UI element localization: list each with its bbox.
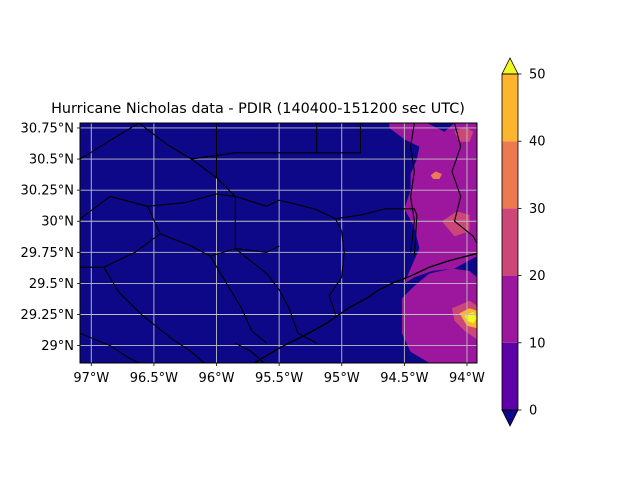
x-tick-label: 95.5°W — [255, 371, 303, 386]
y-tick-label: 30.5°N — [29, 153, 74, 168]
colorbar-segment — [502, 74, 518, 142]
county-boundary-16 — [410, 123, 415, 253]
y-tick-label: 30.75°N — [21, 121, 74, 136]
county-boundary-11 — [103, 233, 161, 268]
y-tick-label: 29.75°N — [21, 246, 74, 261]
y-tick-label: 29.25°N — [21, 308, 74, 323]
county-boundary-3 — [316, 123, 362, 154]
colorbar-tick-label: 40 — [529, 135, 546, 150]
map-plot — [79, 122, 478, 364]
plot-frame — [79, 122, 478, 364]
colorbar-segment — [502, 208, 518, 276]
x-axis-ticks: 97°W 96.5°W 96°W 95.5°W 95°W 94.5°W 94°W — [73, 363, 485, 386]
county-boundary-14 — [80, 332, 140, 363]
x-tick-label: 96.5°W — [130, 371, 178, 386]
colorbar-tick-label: 0 — [529, 404, 537, 419]
x-tick-label: 94.5°W — [380, 371, 428, 386]
y-tick-label: 30°N — [41, 215, 74, 230]
colorbar: 0 10 20 30 40 50 — [501, 57, 546, 427]
coastline-path — [253, 252, 477, 363]
colorbar-tick-label: 20 — [529, 269, 546, 284]
precip-region-spot-northeast — [454, 126, 474, 142]
colorbar-segment — [502, 275, 518, 343]
y-tick-label: 29°N — [41, 339, 74, 354]
county-boundary-5 — [80, 193, 280, 220]
colorbar-tick-label: 50 — [529, 68, 546, 83]
x-tick-label: 95°W — [324, 371, 360, 386]
county-boundary-0 — [80, 123, 140, 160]
county-boundary-12 — [209, 255, 267, 344]
colorbar-extend-min — [501, 409, 519, 427]
precip-region-spot-north-central — [430, 171, 442, 179]
county-boundary-13 — [234, 248, 317, 344]
county-boundary-8 — [278, 199, 345, 315]
x-tick-label: 94°W — [449, 371, 485, 386]
colorbar-segment — [502, 342, 518, 410]
colorbar-extend-max — [501, 57, 519, 75]
county-boundary-17 — [451, 123, 477, 244]
colorbar-tick-label: 10 — [529, 336, 546, 351]
county-boundary-9 — [335, 208, 418, 257]
county-boundary-4 — [191, 152, 317, 160]
chart-title: Hurricane Nicholas data - PDIR (140400-1… — [51, 101, 465, 117]
county-boundaries — [80, 123, 477, 363]
colorbar-segment — [502, 141, 518, 209]
x-tick-label: 97°W — [73, 371, 109, 386]
precip-region-band-southeast — [401, 268, 477, 363]
y-axis-ticks: 29°N 29.25°N 29.5°N 29.75°N 30°N 30.25°N 30.5°… — [21, 121, 80, 354]
y-tick-label: 29.5°N — [29, 277, 74, 292]
precip-region-spot-central-east — [441, 211, 470, 237]
coastline — [253, 252, 477, 363]
colorbar-frame — [501, 73, 519, 411]
colorbar-tick-label: 30 — [529, 202, 546, 217]
y-tick-label: 30.25°N — [21, 184, 74, 199]
x-tick-label: 96°W — [199, 371, 235, 386]
